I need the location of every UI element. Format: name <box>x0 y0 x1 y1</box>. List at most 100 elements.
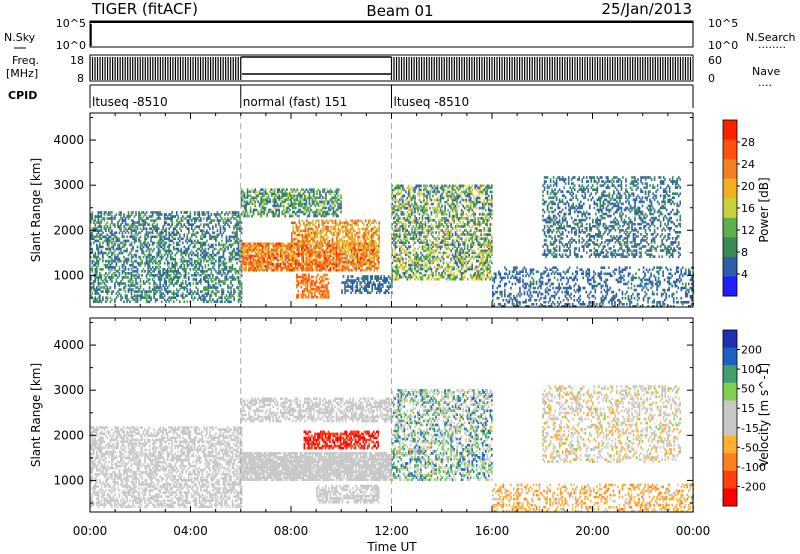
echo-cell <box>322 248 324 252</box>
echo-cell <box>322 260 324 264</box>
echo-cell <box>344 268 347 272</box>
echo-cell <box>312 287 315 291</box>
echo-cell <box>278 242 281 246</box>
echo-cell <box>156 225 158 228</box>
echo-cell <box>178 265 181 269</box>
echo-cell <box>414 190 416 194</box>
echo-cell <box>234 251 237 255</box>
echo-cell <box>281 194 284 198</box>
echo-cell <box>300 239 302 243</box>
echo-cell <box>184 272 187 275</box>
echo-cell <box>118 292 121 295</box>
echo-cell <box>396 257 398 261</box>
echo-cell <box>96 276 98 279</box>
echo-cell <box>340 256 342 260</box>
echo-cell <box>180 249 183 253</box>
echo-cell <box>304 241 307 245</box>
echo-cell <box>147 294 149 297</box>
echo-cell <box>316 266 318 270</box>
echo-cell <box>187 276 190 279</box>
echo-cell <box>267 250 270 254</box>
echo-cell <box>126 229 128 233</box>
echo-cell <box>118 239 121 243</box>
echo-cell <box>100 225 103 228</box>
echo-cell <box>207 280 210 283</box>
echo-cell <box>365 287 367 291</box>
echo-cell <box>169 274 172 277</box>
echo-cell <box>243 244 246 248</box>
echo-cell <box>157 217 160 220</box>
echo-cell <box>145 259 148 263</box>
echo-cell <box>166 292 169 295</box>
echo-cell <box>297 225 299 229</box>
echo-cell <box>133 290 136 293</box>
echo-cell <box>317 289 319 293</box>
echo-cell <box>200 282 202 285</box>
echo-cell <box>192 282 195 285</box>
echo-cell <box>321 275 324 279</box>
echo-cell <box>295 246 297 250</box>
echo-cell <box>159 274 161 277</box>
echo-cell <box>200 249 202 253</box>
echo-cell <box>400 221 403 224</box>
echo-cell <box>406 269 409 273</box>
echo-cell <box>312 231 314 235</box>
echo-cell <box>393 229 395 232</box>
echo-cell <box>153 227 155 230</box>
echo-cell <box>373 219 376 223</box>
echo-cell <box>323 214 326 218</box>
echo-cell <box>396 235 398 238</box>
echo-cell <box>311 194 314 198</box>
echo-cell <box>197 239 199 243</box>
echo-cell <box>307 233 310 237</box>
echo-cell <box>157 253 160 257</box>
echo-cell <box>408 233 410 236</box>
echo-cell <box>362 250 365 254</box>
echo-cell <box>254 246 256 250</box>
echo-cell <box>215 215 217 218</box>
echo-cell <box>195 241 198 245</box>
echo-cell <box>237 237 240 241</box>
echo-cell <box>197 298 199 302</box>
echo-cell <box>335 254 338 258</box>
echo-cell <box>123 249 125 253</box>
echo-cell <box>331 231 334 235</box>
echo-cell <box>359 289 361 293</box>
echo-cell <box>195 219 198 222</box>
echo-cell <box>201 245 204 249</box>
echo-cell <box>288 258 291 262</box>
echo-cell <box>394 269 397 273</box>
echo-cell <box>192 233 195 237</box>
echo-cell <box>212 235 214 239</box>
echo-cell <box>305 198 308 202</box>
echo-cell <box>157 215 160 218</box>
echo-cell <box>327 235 329 239</box>
echo-cell <box>323 260 326 264</box>
echo-cell <box>380 277 383 280</box>
echo-cell <box>267 262 270 266</box>
echo-cell <box>308 210 311 214</box>
echo-cell <box>132 223 134 226</box>
echo-cell <box>394 233 397 236</box>
echo-cell <box>192 251 195 255</box>
echo-cell <box>154 274 157 277</box>
echo-cell <box>352 229 355 233</box>
echo-cell <box>103 235 106 239</box>
echo-cell <box>315 281 318 285</box>
echo-cell <box>240 246 243 250</box>
echo-cell <box>311 258 314 262</box>
echo-cell <box>402 196 404 200</box>
echo-cell <box>118 211 121 214</box>
echo-cell <box>327 289 330 293</box>
echo-cell <box>117 294 119 297</box>
echo-cell <box>165 229 167 233</box>
echo-cell <box>178 239 181 243</box>
echo-cell <box>243 250 246 254</box>
echo-cell <box>234 241 237 245</box>
echo-cell <box>224 276 226 279</box>
echo-cell <box>409 206 412 210</box>
echo-cell <box>156 217 158 220</box>
echo-cell <box>356 256 359 260</box>
echo-cell <box>408 275 410 279</box>
echo-cell <box>318 231 320 235</box>
